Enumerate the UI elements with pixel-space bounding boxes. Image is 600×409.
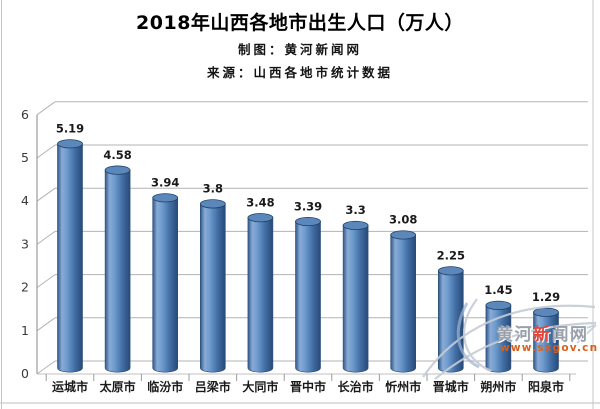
bar-cylinder — [295, 216, 321, 373]
y-axis-label: 4 — [21, 193, 29, 208]
bar-cylinder — [199, 199, 226, 373]
bar-top-cap — [199, 199, 226, 209]
gridline-depth-connector — [36, 144, 56, 159]
bar-top-cap — [533, 307, 559, 317]
category-label: 阳泉市 — [528, 379, 564, 394]
gridline-depth-connector — [36, 187, 56, 202]
category-label: 太原市 — [100, 379, 136, 394]
value-label: 3.08 — [389, 213, 417, 227]
bar-cylinder — [57, 139, 83, 373]
y-axis-label: 1 — [21, 323, 29, 338]
bar-cylinder — [437, 266, 464, 373]
value-label: 4.58 — [103, 148, 131, 162]
bar-top-cap — [485, 300, 512, 310]
y-axis-label: 5 — [21, 150, 29, 165]
category-label: 晋中市 — [290, 379, 326, 394]
value-label: 1.29 — [532, 290, 560, 304]
bar-body — [485, 305, 512, 373]
chart-header: 2018年山西各地市出生人口（万人） 制图：黄河新闻网 来源：山西各地市统计数据 — [0, 8, 600, 81]
bar-cylinder — [533, 307, 559, 373]
gridline-depth-connector — [36, 274, 56, 289]
bar-top-cap — [342, 220, 369, 231]
category-label: 大同市 — [242, 379, 278, 394]
category-label: 长治市 — [338, 379, 374, 394]
gridline-depth-connector — [36, 317, 56, 332]
bar-cylinder — [247, 213, 274, 373]
bar-body — [295, 221, 321, 373]
chart-source: 来源：山西各地市统计数据 — [206, 65, 393, 80]
y-axis-label: 3 — [21, 236, 29, 251]
gridline-depth-connector — [36, 360, 56, 375]
chart-credit: 制图：黄河新闻网 — [237, 42, 362, 57]
bar-cylinder — [485, 300, 512, 373]
value-label: 3.39 — [294, 199, 322, 213]
bar-top-cap — [104, 165, 131, 175]
bar-cylinder — [152, 193, 179, 373]
bar-body — [152, 197, 178, 373]
bar-cylinder — [390, 230, 417, 373]
category-label: 晋城市 — [433, 379, 469, 394]
category-label: 朔州市 — [480, 379, 516, 394]
value-label: 3.3 — [345, 203, 365, 217]
bar-body — [200, 203, 226, 373]
bar-top-cap — [390, 230, 417, 240]
bar-top-cap — [152, 193, 179, 203]
bar-top-cap — [57, 139, 83, 149]
y-axis-label: 0 — [21, 366, 29, 381]
value-label: 5.19 — [56, 122, 84, 136]
gridline-depth-connector — [36, 230, 56, 245]
bar-top-cap — [295, 216, 321, 227]
bar-body — [247, 217, 274, 373]
bar-body — [390, 234, 416, 373]
bar-top-cap — [247, 213, 274, 223]
y-axis-label: 6 — [21, 107, 29, 122]
category-label: 运城市 — [52, 379, 88, 394]
bar-body — [57, 143, 83, 373]
bar-body — [533, 311, 559, 373]
bar-top-cap — [437, 266, 464, 276]
bar-body — [342, 225, 369, 373]
bar-cylinder — [342, 220, 369, 373]
chart-title: 2018年山西各地市出生人口（万人） — [136, 12, 464, 34]
value-label: 2.25 — [437, 249, 465, 263]
bar-body — [438, 270, 464, 373]
category-label: 临汾市 — [147, 379, 183, 394]
y-axis-label: 2 — [21, 280, 29, 295]
category-label: 忻州市 — [385, 379, 421, 394]
value-label: 1.45 — [484, 283, 512, 297]
gridline-depth-connector — [36, 101, 56, 116]
category-label: 吕梁市 — [195, 379, 231, 394]
bar-body — [104, 169, 131, 373]
value-label: 3.8 — [203, 182, 223, 196]
value-label: 3.94 — [151, 176, 179, 190]
bar-cylinder — [104, 165, 131, 373]
value-label: 3.48 — [246, 195, 274, 209]
